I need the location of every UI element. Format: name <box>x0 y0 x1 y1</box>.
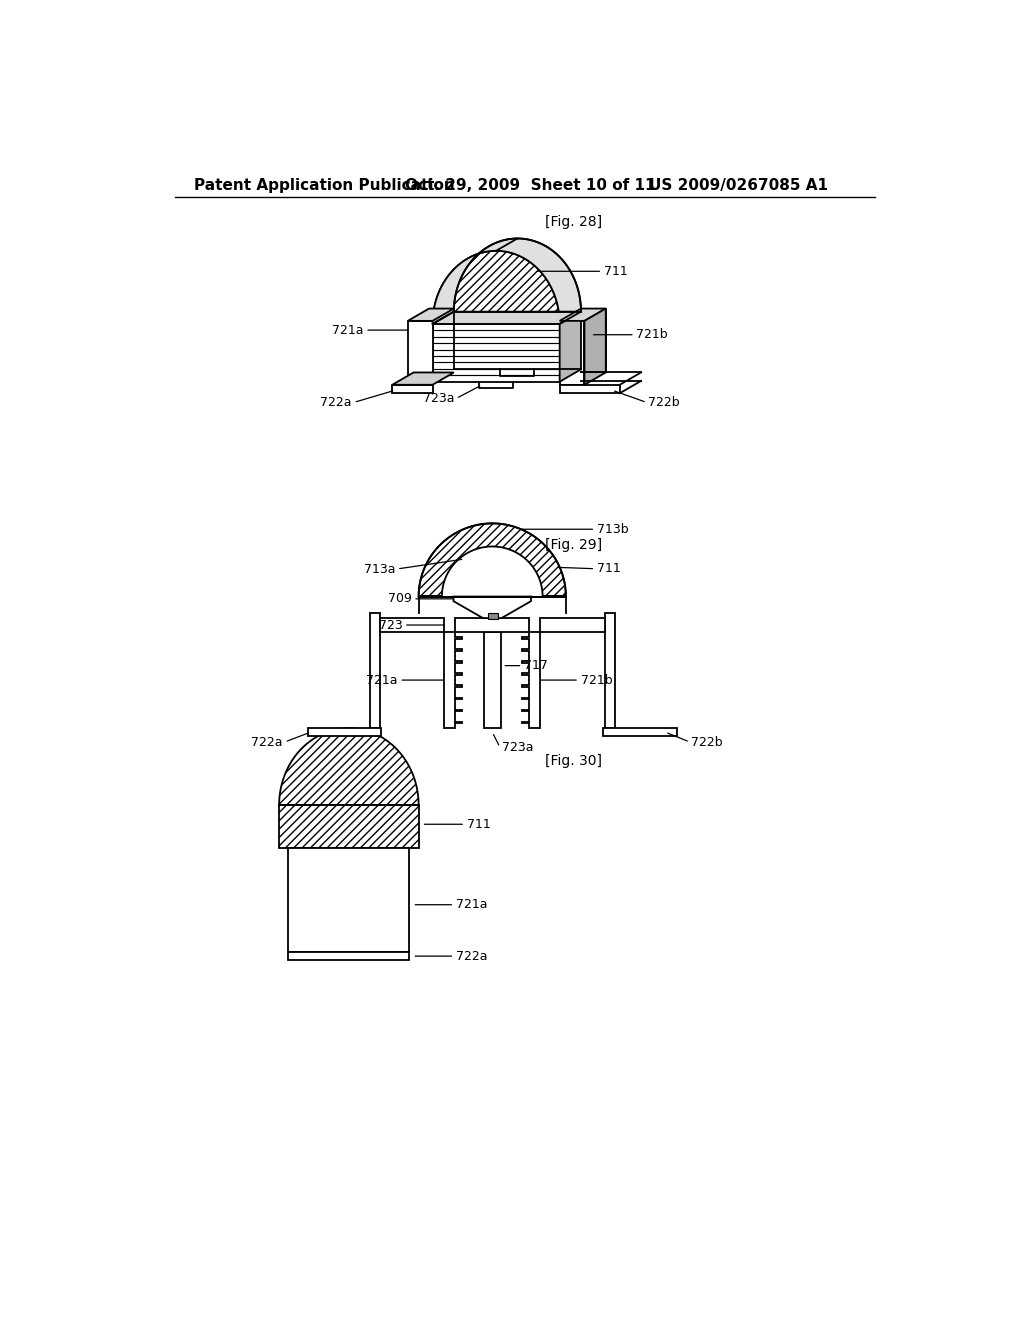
Polygon shape <box>585 309 606 385</box>
Text: 722a: 722a <box>252 735 283 748</box>
Bar <box>380 618 444 632</box>
Bar <box>370 612 380 729</box>
Polygon shape <box>560 312 581 381</box>
Polygon shape <box>408 321 432 385</box>
Text: 721a: 721a <box>456 898 487 911</box>
Polygon shape <box>392 372 454 385</box>
Polygon shape <box>560 385 620 393</box>
Text: 722a: 722a <box>456 949 487 962</box>
Polygon shape <box>419 524 566 597</box>
Text: 717: 717 <box>524 659 548 672</box>
Bar <box>280 805 419 847</box>
Text: 709: 709 <box>388 593 412 606</box>
Text: [Fig. 29]: [Fig. 29] <box>545 539 602 552</box>
Text: 711: 711 <box>467 818 490 830</box>
Polygon shape <box>444 632 462 729</box>
Text: 723a: 723a <box>502 741 534 754</box>
Text: 711: 711 <box>597 562 621 576</box>
Text: 722b: 722b <box>691 735 723 748</box>
Text: US 2009/0267085 A1: US 2009/0267085 A1 <box>649 178 827 193</box>
Text: 713b: 713b <box>597 523 629 536</box>
Text: 723: 723 <box>379 619 402 631</box>
Text: 722b: 722b <box>648 396 680 409</box>
Polygon shape <box>522 632 541 729</box>
Bar <box>455 618 529 632</box>
Text: Oct. 29, 2009  Sheet 10 of 11: Oct. 29, 2009 Sheet 10 of 11 <box>406 178 656 193</box>
Polygon shape <box>432 323 560 381</box>
Polygon shape <box>392 385 432 393</box>
Text: 721b: 721b <box>636 329 668 342</box>
Bar <box>289 847 410 952</box>
Polygon shape <box>280 729 419 805</box>
Text: [Fig. 28]: [Fig. 28] <box>545 215 602 228</box>
Bar <box>483 632 501 729</box>
Bar <box>603 729 677 737</box>
Polygon shape <box>432 251 560 323</box>
Text: 713a: 713a <box>364 562 395 576</box>
Polygon shape <box>432 312 581 323</box>
Text: 721b: 721b <box>581 673 612 686</box>
Bar <box>541 618 604 632</box>
Bar <box>289 952 410 960</box>
Polygon shape <box>442 546 543 597</box>
Bar <box>308 729 381 737</box>
Polygon shape <box>560 309 606 321</box>
Polygon shape <box>560 321 585 385</box>
Bar <box>604 612 614 729</box>
Text: [Fig. 30]: [Fig. 30] <box>545 754 602 768</box>
Text: 721a: 721a <box>332 323 364 337</box>
Polygon shape <box>432 239 581 323</box>
Text: 721a: 721a <box>367 673 397 686</box>
Text: 711: 711 <box>604 265 628 277</box>
Bar <box>487 614 498 619</box>
Polygon shape <box>454 597 531 618</box>
Text: 722a: 722a <box>321 396 352 409</box>
Text: 723a: 723a <box>423 392 455 405</box>
Text: Patent Application Publication: Patent Application Publication <box>194 178 455 193</box>
Polygon shape <box>408 309 454 321</box>
